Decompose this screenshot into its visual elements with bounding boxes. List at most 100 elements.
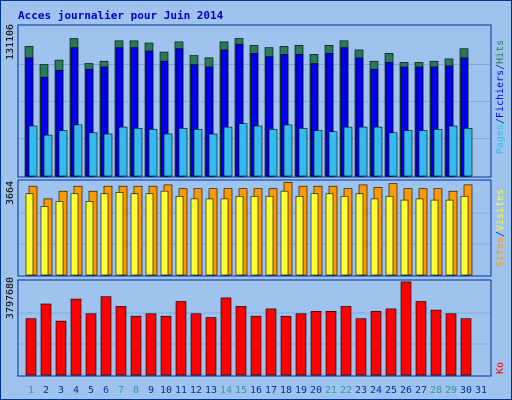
bar-pages-day-21 bbox=[328, 131, 338, 177]
bar-ko-day-8 bbox=[130, 315, 142, 376]
bar-ko-day-23 bbox=[355, 318, 367, 376]
x-tick-label-16: 16 bbox=[250, 385, 262, 396]
x-tick-label-17: 17 bbox=[265, 385, 277, 396]
bar-pages-day-10 bbox=[163, 133, 173, 177]
x-tick-label-13: 13 bbox=[205, 385, 217, 396]
x-tick-label-26: 26 bbox=[400, 385, 412, 396]
bar-visites-day-5 bbox=[85, 201, 94, 276]
bar-visites-day-21 bbox=[325, 193, 334, 276]
x-tick-label-23: 23 bbox=[355, 385, 367, 396]
bar-ko-day-2 bbox=[40, 303, 52, 376]
right-legend-mid: Sites/Visites bbox=[495, 189, 506, 267]
bar-ko-day-19 bbox=[295, 313, 307, 376]
bar-visites-day-12 bbox=[190, 198, 199, 276]
legend-sep-3: / bbox=[495, 231, 506, 237]
legend-pages: Pages bbox=[495, 124, 506, 154]
bot-max-label: 3797680 bbox=[5, 277, 16, 319]
bar-visites-day-27 bbox=[415, 198, 424, 276]
bar-ko-day-3 bbox=[55, 320, 67, 376]
mid-max-label: 3664 bbox=[5, 181, 16, 205]
bar-pages-day-28 bbox=[433, 129, 443, 177]
bar-pages-day-25 bbox=[388, 132, 398, 177]
bar-visites-day-13 bbox=[205, 198, 214, 276]
bar-visites-day-17 bbox=[265, 196, 274, 276]
bar-pages-day-19 bbox=[298, 128, 308, 177]
bar-ko-day-26 bbox=[400, 281, 412, 376]
x-tick-label-1: 1 bbox=[28, 385, 34, 396]
x-tick-label-5: 5 bbox=[88, 385, 94, 396]
bar-visites-day-4 bbox=[70, 193, 79, 276]
bar-pages-day-26 bbox=[403, 130, 413, 177]
bar-visites-day-23 bbox=[355, 193, 364, 276]
x-tick-label-20: 20 bbox=[310, 385, 322, 396]
bar-visites-day-25 bbox=[385, 196, 394, 276]
bar-ko-day-17 bbox=[265, 308, 277, 376]
legend-ko: Ko bbox=[495, 362, 506, 374]
bar-pages-day-14 bbox=[223, 126, 233, 177]
bar-pages-day-8 bbox=[133, 128, 143, 177]
bar-visites-day-14 bbox=[220, 198, 229, 276]
chart-title: Acces journalier pour Juin 2014 bbox=[18, 9, 224, 22]
bar-visites-day-30 bbox=[460, 196, 469, 276]
x-tick-label-22: 22 bbox=[340, 385, 352, 396]
bar-ko-day-22 bbox=[340, 306, 352, 376]
bar-visites-day-7 bbox=[115, 192, 124, 276]
bar-pages-day-30 bbox=[463, 128, 473, 177]
bar-pages-day-12 bbox=[193, 129, 203, 177]
bar-ko-day-24 bbox=[370, 310, 382, 376]
bar-visites-day-1 bbox=[25, 193, 34, 276]
x-tick-label-3: 3 bbox=[58, 385, 64, 396]
x-tick-label-27: 27 bbox=[415, 385, 427, 396]
bar-visites-day-2 bbox=[40, 206, 49, 276]
x-tick-label-7: 7 bbox=[118, 385, 124, 396]
x-tick-label-19: 19 bbox=[295, 385, 307, 396]
bar-ko-day-12 bbox=[190, 313, 202, 376]
x-tick-label-18: 18 bbox=[280, 385, 292, 396]
legend-fichiers: Fichiers bbox=[495, 70, 506, 118]
bar-ko-day-20 bbox=[310, 310, 322, 376]
bar-ko-day-27 bbox=[415, 301, 427, 376]
x-tick-label-21: 21 bbox=[325, 385, 337, 396]
bar-pages-day-20 bbox=[313, 130, 323, 177]
x-tick-label-11: 11 bbox=[175, 385, 187, 396]
bar-visites-day-6 bbox=[100, 193, 109, 276]
x-tick-label-15: 15 bbox=[235, 385, 247, 396]
legend-hits: Hits bbox=[495, 40, 506, 64]
legend-visites: Visites bbox=[495, 189, 506, 231]
bars bbox=[24, 38, 473, 376]
bar-visites-day-8 bbox=[130, 193, 139, 276]
bar-pages-day-7 bbox=[118, 126, 128, 177]
bar-ko-day-21 bbox=[325, 310, 337, 376]
bar-ko-day-7 bbox=[115, 306, 127, 376]
bar-ko-day-28 bbox=[430, 309, 442, 376]
bar-ko-day-10 bbox=[160, 315, 172, 376]
bar-visites-day-26 bbox=[400, 199, 409, 276]
legend-sep-2: / bbox=[495, 64, 506, 70]
bar-visites-day-22 bbox=[340, 196, 349, 276]
bar-pages-day-6 bbox=[103, 133, 113, 177]
bar-pages-day-27 bbox=[418, 130, 428, 177]
bar-ko-day-16 bbox=[250, 315, 262, 376]
bar-visites-day-24 bbox=[370, 198, 379, 276]
bar-ko-day-4 bbox=[70, 298, 82, 376]
x-tick-label-25: 25 bbox=[385, 385, 397, 396]
bar-pages-day-29 bbox=[448, 125, 458, 177]
bar-pages-day-2 bbox=[43, 134, 53, 177]
top-max-label: 131106 bbox=[5, 24, 16, 60]
bar-visites-day-18 bbox=[280, 190, 289, 276]
bar-ko-day-14 bbox=[220, 297, 232, 376]
bar-pages-day-5 bbox=[88, 132, 98, 177]
bar-visites-day-11 bbox=[175, 196, 184, 276]
bar-ko-day-29 bbox=[445, 313, 457, 376]
bar-ko-day-15 bbox=[235, 306, 247, 376]
bar-visites-day-28 bbox=[430, 199, 439, 276]
x-tick-label-24: 24 bbox=[370, 385, 382, 396]
bar-pages-day-24 bbox=[373, 126, 383, 177]
bar-ko-day-5 bbox=[85, 313, 97, 376]
legend-sites: Sites bbox=[495, 237, 506, 267]
bar-ko-day-1 bbox=[25, 318, 37, 376]
x-tick-label-31: 31 bbox=[475, 385, 487, 396]
x-tick-label-30: 30 bbox=[460, 385, 472, 396]
